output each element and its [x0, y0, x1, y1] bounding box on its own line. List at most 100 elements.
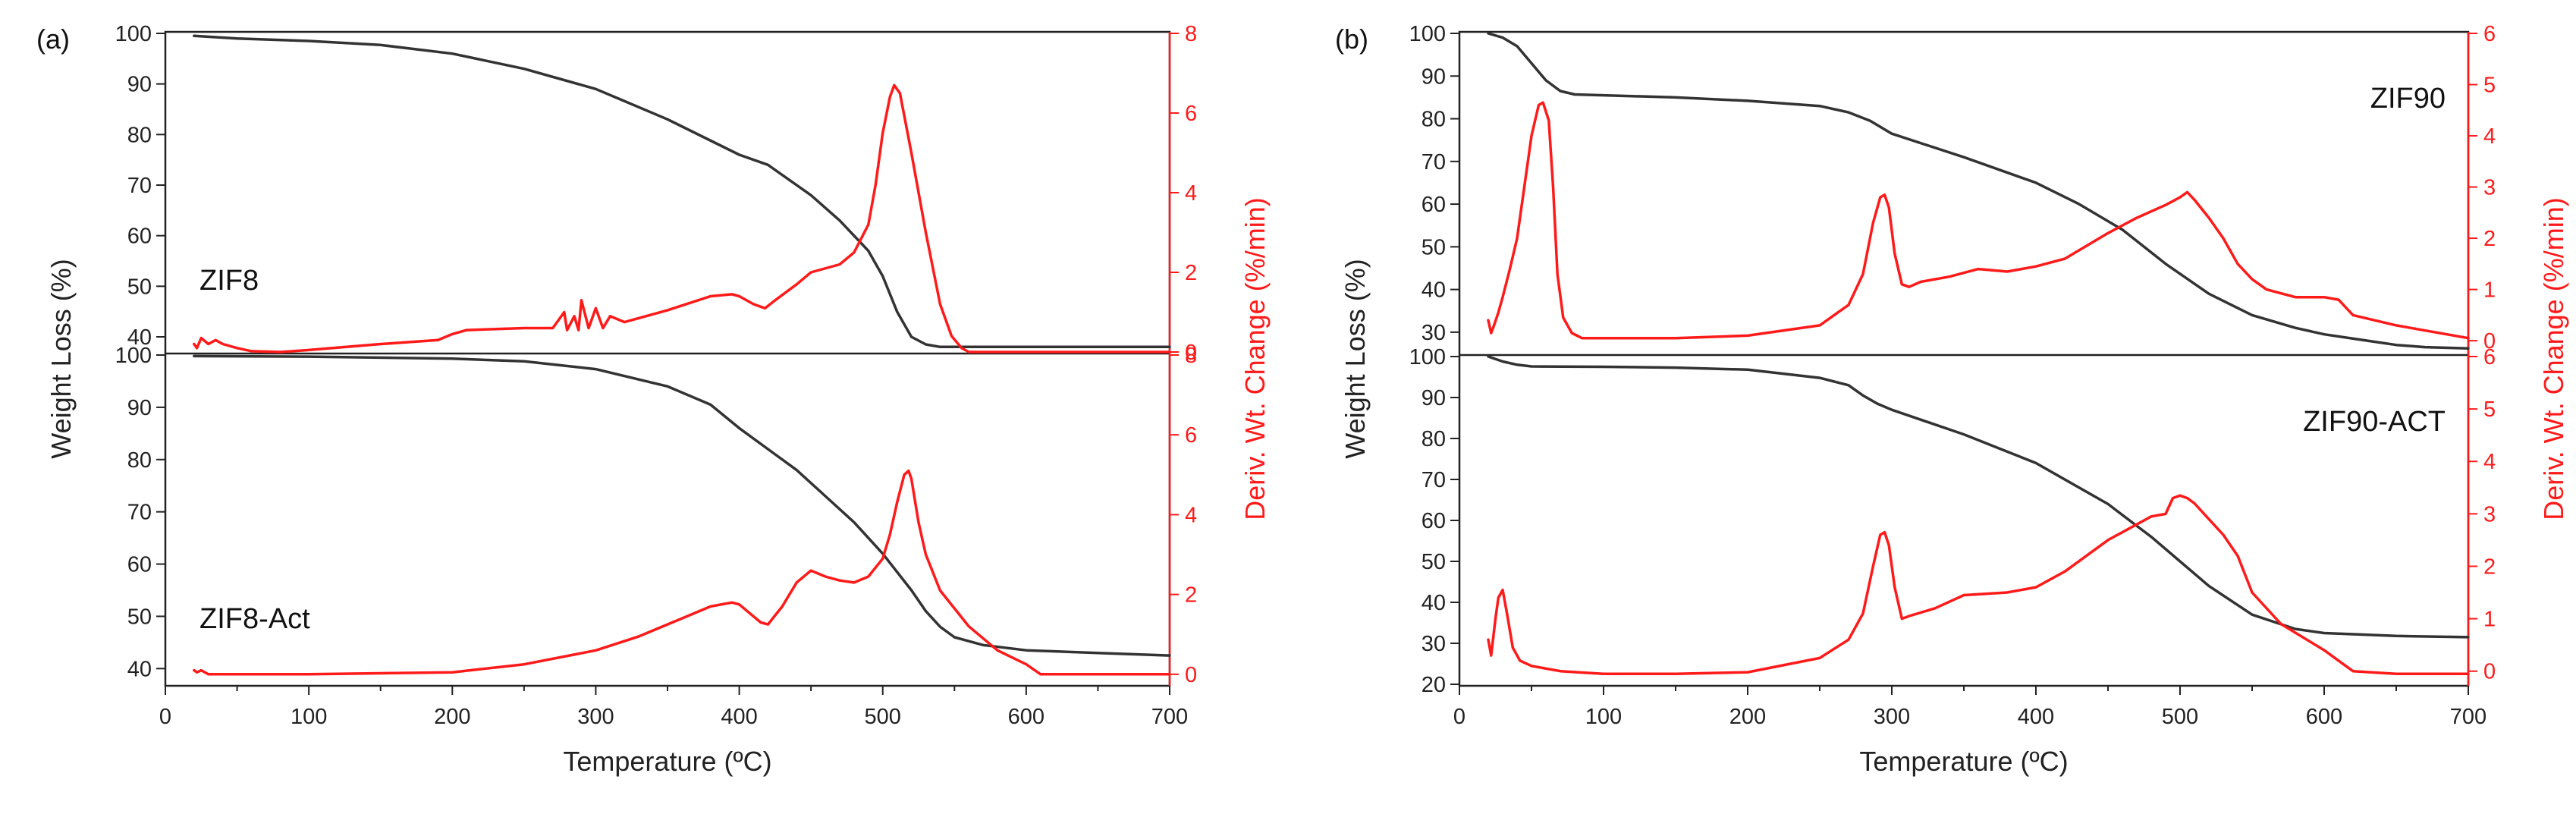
- y-right-tick-label: 1: [2483, 608, 2496, 632]
- y-right-tick-label: 0: [1185, 341, 1197, 365]
- subplot-ZIF8-Act: 40 50 60 70 80 90 100 0 2 4 6 8 ZIF8-Act: [115, 344, 1198, 687]
- y-left-tick-label: 100: [1409, 345, 1446, 369]
- x-tick-label: 300: [577, 705, 614, 729]
- y-left-tick-label: 40: [1422, 591, 1446, 615]
- deriv-wt-change-line: [193, 83, 1171, 354]
- plot-frame: [164, 30, 1171, 687]
- deriv-wt-change-line: [193, 469, 1171, 676]
- x-tick-label: 200: [1729, 705, 1766, 729]
- y-right-tick-label: 2: [1185, 261, 1197, 285]
- y-right-tick-label: 1: [2483, 278, 2496, 303]
- weight-loss-line: [193, 34, 1171, 349]
- y-left-tick-label: 90: [127, 73, 152, 97]
- y-left-tick-label: 80: [127, 448, 152, 473]
- y-left-tick-label: 60: [127, 225, 152, 249]
- y-left-tick-label: 20: [1422, 673, 1446, 697]
- y-axis-title-left: Weight Loss (%): [1340, 259, 1371, 458]
- sample-annotation: ZIF8: [199, 265, 259, 297]
- x-tick-label: 0: [1453, 705, 1465, 729]
- y-left-tick-label: 50: [127, 605, 152, 629]
- x-tick-label: 200: [434, 705, 470, 729]
- y-right-tick-label: 6: [1185, 102, 1197, 126]
- y-left-tick-label: 90: [1422, 386, 1446, 410]
- y-right-tick-label: 3: [2483, 502, 2496, 526]
- y-right-tick-label: 4: [2483, 124, 2496, 149]
- y-left-tick-label: 90: [127, 396, 152, 420]
- y-left-tick-label: 100: [115, 22, 152, 46]
- y-right-tick-label: 0: [2483, 660, 2496, 684]
- y-right-tick-label: 6: [2483, 22, 2496, 46]
- y-left-tick-label: 40: [127, 657, 152, 681]
- y-left-tick-label: 40: [127, 325, 152, 350]
- y-left-tick-label: 30: [1422, 321, 1446, 345]
- panel-label: (b): [1335, 24, 1368, 55]
- x-tick-label: 700: [1151, 705, 1188, 729]
- y-right-tick-label: 6: [1185, 423, 1197, 448]
- y-left-tick-label: 30: [1422, 632, 1446, 656]
- x-tick-label: 100: [1585, 705, 1622, 729]
- y-axis-title-left: Weight Loss (%): [46, 259, 77, 458]
- y-axis-title-right: Deriv. Wt. Change (%/min): [2538, 197, 2569, 520]
- x-tick-label: 300: [1874, 705, 1910, 729]
- y-right-tick-label: 0: [2483, 329, 2496, 354]
- weight-loss-line: [1487, 32, 2470, 350]
- y-right-tick-label: 5: [2483, 74, 2496, 98]
- y-right-tick-label: 2: [2483, 227, 2496, 251]
- sample-annotation: ZIF90-ACT: [2303, 406, 2446, 438]
- y-right-tick-label: 8: [1185, 22, 1197, 46]
- y-left-tick-label: 50: [1422, 550, 1446, 574]
- y-right-tick-label: 6: [2483, 345, 2496, 369]
- y-left-tick-label: 90: [1422, 64, 1446, 89]
- y-right-tick-label: 2: [1185, 583, 1197, 608]
- y-left-tick-label: 70: [127, 501, 152, 525]
- subplot-ZIF90: 30 40 50 60 70 80 90 100 0 1 2 3 4 5 6 ZIF90: [1409, 22, 2496, 354]
- subplot-ZIF8: 40 50 60 70 80 90 100 0 2 4 6 8 ZIF8: [115, 22, 1198, 365]
- x-tick-label: 400: [721, 705, 757, 729]
- x-tick-label: 400: [2018, 705, 2054, 729]
- y-right-tick-label: 8: [1185, 344, 1197, 368]
- x-axis-title: Temperature (ºC): [563, 746, 771, 777]
- sample-annotation: ZIF90: [2370, 83, 2446, 115]
- y-left-tick-label: 40: [1422, 278, 1446, 303]
- y-right-tick-label: 5: [2483, 398, 2496, 422]
- subplot-ZIF90-ACT: 20 30 40 50 60 70 80 90 100 0 1 2 3 4 5 6 ZIF90-ACT: [1409, 345, 2496, 697]
- y-right-tick-label: 0: [1185, 663, 1197, 687]
- x-tick-label: 500: [865, 705, 901, 729]
- y-right-tick-label: 4: [1185, 503, 1197, 527]
- y-left-tick-label: 80: [127, 123, 152, 147]
- deriv-wt-change-line: [1487, 101, 2470, 340]
- y-right-tick-label: 4: [2483, 450, 2496, 474]
- weight-loss-line: [193, 354, 1171, 657]
- y-left-tick-label: 60: [1422, 509, 1446, 533]
- y-left-tick-label: 50: [1422, 235, 1446, 259]
- x-tick-label: 600: [1008, 705, 1045, 729]
- y-left-tick-label: 70: [127, 174, 152, 198]
- y-left-tick-label: 80: [1422, 427, 1446, 451]
- weight-loss-line: [1487, 355, 2470, 639]
- y-left-tick-label: 80: [1422, 108, 1446, 132]
- y-left-tick-label: 50: [127, 275, 152, 299]
- x-tick-label: 700: [2450, 705, 2486, 729]
- plot-frame: [1458, 30, 2470, 687]
- y-right-tick-label: 2: [2483, 555, 2496, 579]
- y-axis-title-right: Deriv. Wt. Change (%/min): [1239, 197, 1271, 520]
- sample-annotation: ZIF8-Act: [199, 603, 310, 635]
- y-right-tick-label: 3: [2483, 176, 2496, 200]
- x-tick-label: 600: [2306, 705, 2342, 729]
- x-tick-label: 500: [2162, 705, 2198, 729]
- y-right-tick-label: 4: [1185, 181, 1197, 206]
- x-tick-label: 100: [291, 705, 327, 729]
- deriv-wt-change-line: [1487, 494, 2470, 675]
- y-left-tick-label: 100: [1409, 22, 1446, 46]
- panel-label: (a): [36, 24, 70, 55]
- y-left-tick-label: 70: [1422, 468, 1446, 492]
- y-left-tick-label: 70: [1422, 150, 1446, 174]
- y-left-tick-label: 100: [115, 344, 152, 368]
- x-axis-title: Temperature (ºC): [1859, 746, 2068, 777]
- x-tick-label: 0: [159, 705, 171, 729]
- y-left-tick-label: 60: [1422, 193, 1446, 217]
- y-left-tick-label: 60: [127, 553, 152, 577]
